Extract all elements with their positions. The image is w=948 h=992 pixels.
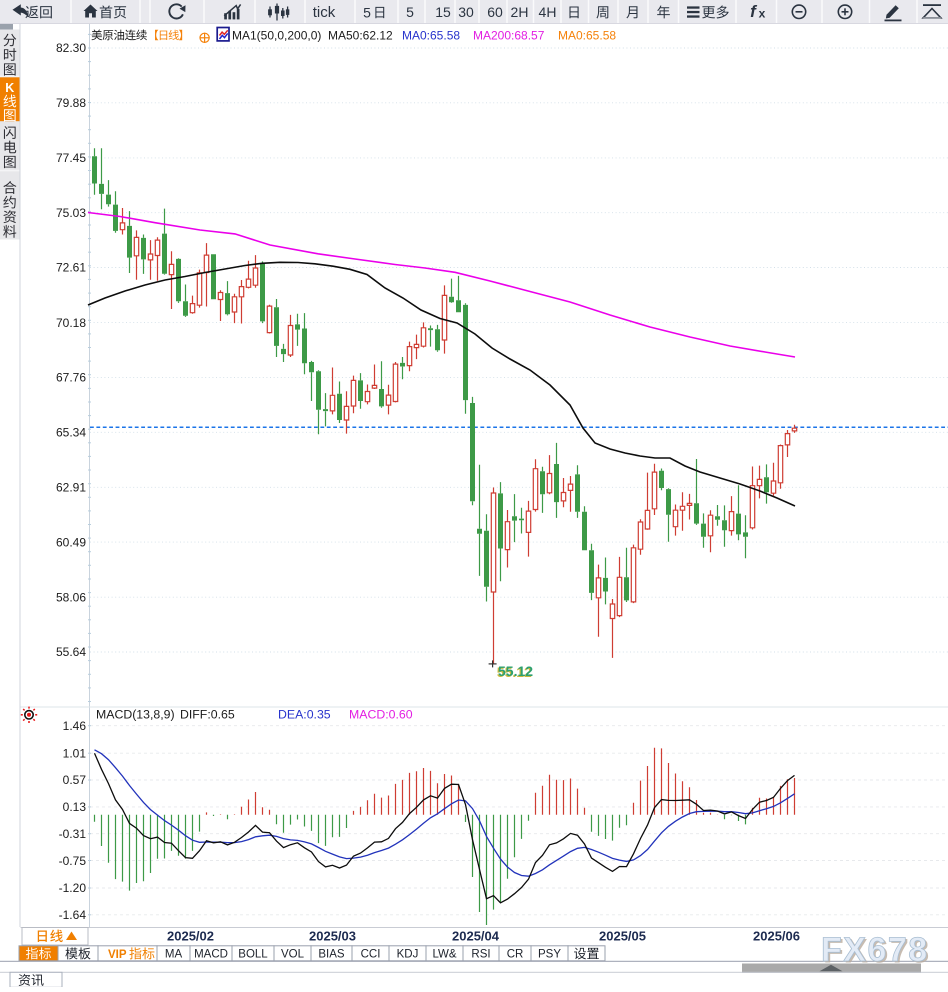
svg-text:2025/02: 2025/02 xyxy=(167,929,214,944)
svg-text:15: 15 xyxy=(435,4,451,20)
svg-text:-0.31: -0.31 xyxy=(59,827,87,841)
svg-text:2025/05: 2025/05 xyxy=(599,929,646,944)
svg-text:0.13: 0.13 xyxy=(63,800,87,814)
svg-text:5: 5 xyxy=(406,4,414,20)
svg-text:1.01: 1.01 xyxy=(63,746,87,760)
svg-text:-0.75: -0.75 xyxy=(59,854,87,868)
svg-text:BOLL: BOLL xyxy=(238,949,268,961)
svg-text:58.06: 58.06 xyxy=(56,590,86,604)
svg-text:2025/06: 2025/06 xyxy=(753,929,800,944)
svg-text:67.76: 67.76 xyxy=(56,371,86,385)
svg-text:VOL: VOL xyxy=(281,949,305,961)
svg-text:MACD(13,8,9): MACD(13,8,9) xyxy=(96,708,175,722)
svg-text:x: x xyxy=(759,7,766,21)
svg-text:30: 30 xyxy=(458,4,474,20)
svg-text:62.91: 62.91 xyxy=(56,481,86,495)
svg-text:KDJ: KDJ xyxy=(397,949,419,961)
svg-text:72.61: 72.61 xyxy=(56,261,86,275)
svg-text:60.49: 60.49 xyxy=(56,535,86,549)
svg-text:-1.20: -1.20 xyxy=(59,881,87,895)
svg-text:MACD:0.60: MACD:0.60 xyxy=(349,708,413,722)
svg-text:2H: 2H xyxy=(511,4,529,20)
svg-text:MA1(50,0,200,0): MA1(50,0,200,0) xyxy=(232,28,321,42)
svg-text:LW&: LW& xyxy=(432,949,456,961)
svg-text:tick: tick xyxy=(313,4,336,21)
svg-text:PSY: PSY xyxy=(538,949,561,961)
svg-text:BIAS: BIAS xyxy=(318,949,345,961)
svg-text:1.46: 1.46 xyxy=(63,719,87,733)
svg-text:-1.64: -1.64 xyxy=(59,908,87,922)
svg-text:2025/04: 2025/04 xyxy=(452,929,500,944)
svg-text:MA0:65.58: MA0:65.58 xyxy=(402,28,460,42)
svg-text:VIP: VIP xyxy=(108,949,127,961)
svg-text:K: K xyxy=(5,81,14,95)
svg-text:MA200:68.57: MA200:68.57 xyxy=(473,28,545,42)
svg-text:MA0:65.58: MA0:65.58 xyxy=(558,28,616,42)
svg-text:55.64: 55.64 xyxy=(56,645,86,659)
svg-text:65.34: 65.34 xyxy=(56,425,86,439)
svg-text:70.18: 70.18 xyxy=(56,316,86,330)
svg-text:MA50:62.12: MA50:62.12 xyxy=(328,28,393,42)
svg-text:5: 5 xyxy=(363,4,371,20)
svg-text:55.12: 55.12 xyxy=(498,663,533,679)
svg-text:MACD: MACD xyxy=(194,949,228,961)
svg-text:CCI: CCI xyxy=(361,949,381,961)
svg-text:0.57: 0.57 xyxy=(63,773,87,787)
svg-text:2025/03: 2025/03 xyxy=(309,929,356,944)
svg-text:RSI: RSI xyxy=(471,949,490,961)
svg-text:DEA:0.35: DEA:0.35 xyxy=(278,708,331,722)
svg-text:DIFF:0.65: DIFF:0.65 xyxy=(180,708,235,722)
svg-text:MA: MA xyxy=(165,949,183,961)
svg-text:75.03: 75.03 xyxy=(56,206,86,220)
svg-text:79.88: 79.88 xyxy=(56,96,86,110)
svg-text:CR: CR xyxy=(507,949,524,961)
svg-text:FX678: FX678 xyxy=(821,931,929,969)
svg-text:77.45: 77.45 xyxy=(56,151,86,165)
svg-text:4H: 4H xyxy=(539,4,557,20)
svg-text:60: 60 xyxy=(487,4,503,20)
svg-text:82.30: 82.30 xyxy=(56,41,86,55)
